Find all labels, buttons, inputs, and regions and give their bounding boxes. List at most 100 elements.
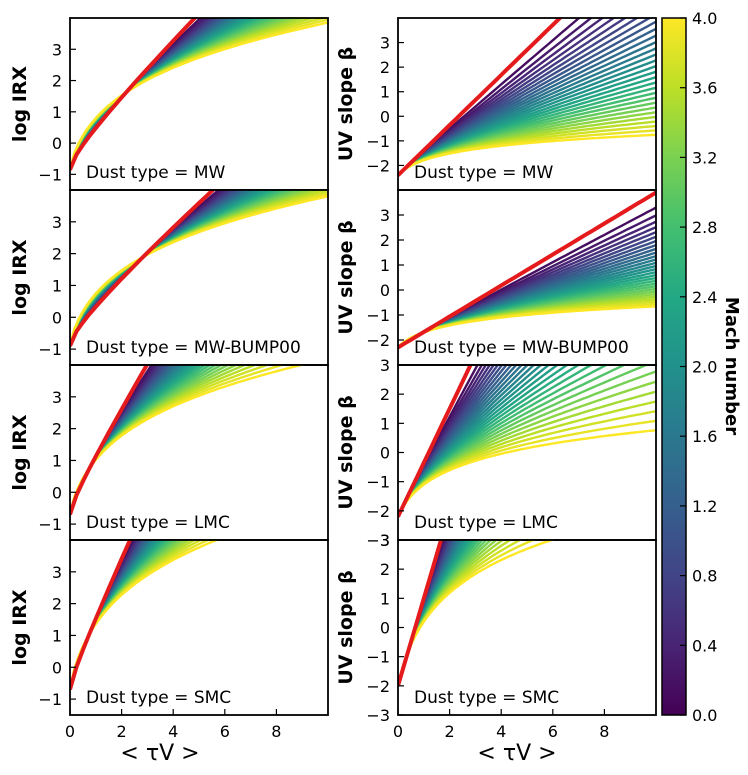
annotation-beta-smc: Dust type = SMC [414, 688, 559, 708]
series-line-irx-lmc-9 [70, 365, 173, 515]
curves-irx-lmc [70, 365, 307, 516]
uniform-screen-line-beta-mw [398, 18, 563, 177]
annotation-beta-mwb: Dust type = MW-BUMP00 [414, 338, 629, 358]
ytick-label-irx-mwb-3: 2 [52, 245, 62, 264]
curves-beta-mw [398, 18, 656, 177]
colorbar: 0.0 0.4 0.8 1.2 1.6 2.0 2.4 2.8 3.2 3.6 4.0 Mach n… [661, 9, 742, 725]
colorbar-tick-label-4: 1.6 [692, 427, 717, 446]
x-axis-label-right: < τV > [477, 741, 556, 766]
ytick-label-beta-mwb-5: 3 [380, 206, 390, 225]
series-line-irx-lmc-25 [70, 365, 248, 515]
series-line-beta-mw-29 [398, 133, 656, 177]
series-line-beta-lmc-1 [398, 365, 479, 518]
axes-frame-irx-smc [69, 539, 329, 716]
series-line-irx-mwb-29 [70, 195, 328, 347]
uniform-screen-line-irx-lmc [70, 365, 150, 516]
xtick-label-beta-smc-1: 2 [445, 722, 455, 741]
series-line-beta-lmc-3 [398, 365, 488, 518]
series-line-irx-smc-1 [70, 540, 135, 690]
panel-irx-mw: −1 0 1 2 3 log IRX Dust type = MW [9, 17, 329, 191]
series-line-irx-smc-20 [70, 540, 172, 690]
colorbar-tick-label-6: 2.4 [692, 288, 717, 307]
colorbar-tick-label-3: 1.2 [692, 497, 717, 516]
colorbar-tick-label-8: 3.2 [692, 148, 717, 167]
ytick-label-beta-mw-1: −1 [366, 132, 390, 151]
colorbar-tick-label-9: 3.6 [692, 79, 717, 98]
xtick-label-irx-smc-4: 8 [271, 722, 281, 741]
ylabel-beta-mw: UV slope β [335, 47, 357, 161]
series-line-irx-mwb-14 [70, 190, 262, 347]
ylabel-beta-mwb: UV slope β [335, 220, 357, 334]
ytick-label-irx-mw-0: −1 [38, 165, 62, 184]
uniform-screen-line-irx-smc [70, 540, 133, 691]
curves-irx-mwb [70, 190, 328, 347]
ytick-label-beta-lmc-6: 3 [380, 356, 390, 375]
ytick-label-beta-mwb-3: 1 [380, 256, 390, 275]
series-line-beta-lmc-29 [398, 429, 656, 518]
series-line-irx-smc-29 [70, 540, 220, 690]
ytick-label-beta-mw-3: 1 [380, 83, 390, 102]
ytick-label-irx-lmc-2: 1 [52, 451, 62, 470]
ytick-label-irx-lmc-4: 3 [52, 388, 62, 407]
ytick-label-beta-smc-1: −2 [366, 677, 390, 696]
colorbar-tick-label-10: 4.0 [692, 9, 717, 28]
ytick-label-beta-smc-6: 3 [380, 531, 390, 550]
annotation-irx-smc: Dust type = SMC [86, 688, 231, 708]
xtick-label-beta-smc-4: 8 [599, 722, 609, 741]
panel-irx-lmc: −1 0 1 2 3 log IRX Dust type = LMC [9, 364, 329, 541]
series-line-irx-lmc-20 [70, 365, 213, 515]
annotation-beta-mw: Dust type = MW [414, 163, 553, 183]
ytick-label-beta-lmc-0: −3 [366, 531, 390, 550]
uniform-screen-line-irx-mwb [70, 190, 216, 347]
series-line-irx-smc-21 [70, 540, 175, 690]
series-line-irx-mwb-5 [70, 190, 233, 347]
series-line-irx-smc-19 [70, 540, 169, 690]
ytick-label-irx-mwb-1: 0 [52, 308, 62, 327]
ytick-label-irx-lmc-1: 0 [52, 483, 62, 502]
annotation-irx-mwb: Dust type = MW-BUMP00 [86, 338, 301, 358]
panels-group: −1 0 1 2 3 log IRX Dust type = MW −2 −1 0 1 2 3 UV sl… [9, 17, 657, 741]
ytick-label-beta-mwb-2: 0 [380, 281, 390, 300]
panel-beta-mw: −2 −1 0 1 2 3 UV slope β Dust type = MW [335, 17, 657, 191]
ytick-label-irx-lmc-3: 2 [52, 420, 62, 439]
curves-irx-mw [70, 18, 328, 171]
ytick-label-irx-smc-3: 2 [52, 595, 62, 614]
ylabel-irx-smc: log IRX [9, 589, 31, 665]
series-line-irx-smc-24 [70, 540, 187, 690]
ytick-label-irx-mwb-4: 3 [52, 213, 62, 232]
colorbar-label: Mach number [721, 297, 742, 435]
xtick-label-irx-smc-3: 6 [220, 722, 230, 741]
panel-beta-smc: −3 −2 −1 0 1 2 3 0 2 4 6 8 UV slope β Dust type = SMC [335, 531, 657, 741]
xtick-label-beta-smc-0: 0 [393, 722, 403, 741]
uniform-screen-line-beta-mwb [398, 190, 656, 350]
ytick-label-beta-lmc-2: −1 [366, 473, 390, 492]
ylabel-beta-lmc: UV slope β [335, 395, 357, 509]
xtick-label-beta-smc-3: 6 [548, 722, 558, 741]
ylabel-irx-lmc: log IRX [9, 414, 31, 490]
ytick-label-irx-smc-4: 3 [52, 563, 62, 582]
colorbar-tick-label-0: 0.0 [692, 706, 717, 725]
ytick-label-irx-mw-4: 3 [52, 40, 62, 59]
colorbar-ticks: 0.0 0.4 0.8 1.2 1.6 2.0 2.4 2.8 3.2 3.6 4.0 [680, 9, 717, 725]
ytick-label-irx-mwb-0: −1 [38, 340, 62, 359]
ytick-label-beta-lmc-3: 0 [380, 444, 390, 463]
series-line-irx-smc-9 [70, 540, 148, 690]
ylabel-beta-smc: UV slope β [335, 570, 357, 684]
ytick-label-beta-mw-0: −2 [366, 156, 390, 175]
ytick-label-beta-smc-3: 0 [380, 619, 390, 638]
annotation-irx-mw: Dust type = MW [86, 163, 225, 183]
series-line-beta-smc-16 [398, 540, 470, 687]
series-line-irx-mw-29 [70, 21, 328, 171]
ytick-label-beta-lmc-4: 1 [380, 414, 390, 433]
series-line-irx-lmc-19 [70, 365, 208, 515]
ytick-label-irx-smc-1: 0 [52, 658, 62, 677]
ytick-label-irx-mw-1: 0 [52, 134, 62, 153]
x-axis-label-left: < τV > [120, 741, 199, 766]
x-axis-labels: < τV > < τV > [120, 741, 556, 766]
ytick-label-beta-smc-2: −1 [366, 648, 390, 667]
curves-beta-lmc [398, 365, 656, 518]
series-line-irx-smc-22 [70, 540, 179, 690]
ytick-label-irx-smc-2: 1 [52, 626, 62, 645]
